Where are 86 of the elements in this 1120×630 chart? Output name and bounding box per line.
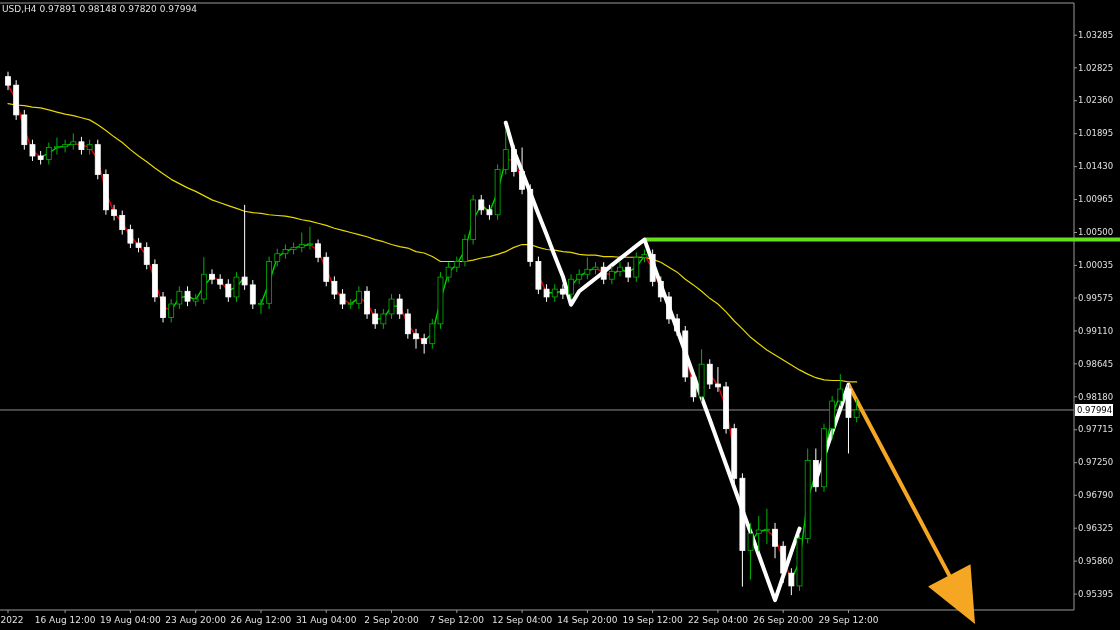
- y-tick-label: 0.99110: [1078, 325, 1114, 336]
- candlestick: [176, 285, 183, 310]
- candlestick: [249, 279, 256, 310]
- y-tick-label: 1.00035: [1078, 260, 1114, 271]
- candlestick: [429, 318, 436, 350]
- candlestick: [763, 508, 770, 545]
- y-tick-label: 0.95395: [1078, 588, 1114, 599]
- x-tick-label: 23 Aug 20:00: [165, 615, 227, 625]
- candlestick: [225, 278, 232, 303]
- candlestick: [755, 515, 762, 552]
- candlestick: [788, 567, 795, 596]
- x-tick-label: 26 Sep 20:00: [753, 615, 814, 625]
- candlestick: [45, 142, 52, 165]
- x-tick-label: 2022: [0, 615, 24, 625]
- candlestick: [617, 261, 623, 277]
- x-tick-label: 12 Sep 04:00: [492, 615, 553, 625]
- y-tick-label: 0.99575: [1078, 292, 1114, 303]
- candlestick: [62, 139, 69, 153]
- candlestick: [184, 285, 191, 307]
- candlestick: [298, 231, 305, 253]
- x-tick-label: 14 Sep 20:00: [557, 615, 618, 625]
- x-tick-label: 19 Sep 12:00: [622, 615, 683, 625]
- candlestick: [559, 283, 566, 300]
- y-tick-label: 1.01895: [1078, 128, 1114, 139]
- x-tick-label: 26 Aug 12:00: [230, 615, 292, 625]
- candlestick: [372, 308, 379, 330]
- y-tick-label: 0.98180: [1078, 391, 1114, 402]
- chart-title: USD,H4 0.97891 0.98148 0.97820 0.97994: [2, 4, 198, 14]
- candlestick: [478, 194, 485, 216]
- candlestick: [747, 522, 754, 581]
- y-tick-label: 0.98645: [1078, 358, 1114, 369]
- x-tick-label: 19 Aug 04:00: [100, 615, 162, 625]
- x-tick-label: 29 Sep 12:00: [818, 615, 879, 625]
- candlestick: [111, 204, 117, 221]
- candlestick: [396, 293, 403, 320]
- candlestick: [568, 273, 574, 300]
- ref-line-label: 0.97994: [1077, 404, 1113, 415]
- x-tick-label: 7 Sep 12:00: [429, 615, 485, 625]
- candlestick: [519, 146, 525, 195]
- candlestick: [625, 261, 632, 283]
- candlestick: [258, 298, 264, 315]
- candlestick: [364, 285, 370, 320]
- candlestick: [119, 210, 126, 236]
- candlestick: [502, 129, 509, 175]
- candlestick: [657, 275, 664, 303]
- x-tick-label: 31 Aug 04:00: [295, 615, 357, 625]
- candlestick: [5, 71, 11, 91]
- candlestick: [54, 137, 60, 156]
- candlestick: [421, 333, 428, 355]
- x-tick-label: 22 Sep 04:00: [687, 615, 749, 625]
- candlestick: [143, 241, 150, 270]
- candlestick: [241, 204, 248, 291]
- candlestick: [315, 239, 321, 263]
- y-tick-label: 0.95860: [1078, 555, 1114, 566]
- x-tick-label: 2 Sep 20:00: [364, 615, 419, 625]
- candlestick: [772, 522, 778, 559]
- candlestick: [666, 291, 672, 325]
- candlestick: [837, 373, 844, 407]
- candlestick: [209, 268, 215, 285]
- candlestick: [462, 234, 468, 267]
- candlestick: [715, 366, 721, 393]
- candlestick: [706, 358, 713, 390]
- candlestick: [168, 298, 175, 323]
- candlestick: [160, 291, 166, 323]
- candlestick: [355, 285, 362, 310]
- y-tick-label: 1.01430: [1078, 161, 1114, 172]
- candlestick: [307, 226, 313, 250]
- candlestick: [404, 308, 411, 340]
- candlestick: [413, 328, 419, 350]
- y-tick-label: 0.96790: [1078, 489, 1114, 500]
- y-tick-label: 0.97715: [1078, 424, 1114, 435]
- candlestick: [853, 398, 860, 423]
- y-tick-label: 1.02360: [1078, 95, 1114, 106]
- y-tick-label: 1.00500: [1078, 227, 1114, 238]
- y-tick-label: 0.97250: [1078, 457, 1114, 468]
- y-tick-label: 1.02825: [1078, 62, 1114, 73]
- candlestick: [633, 251, 640, 283]
- line-series: [7, 102, 858, 383]
- y-tick-label: 1.03285: [1078, 29, 1114, 40]
- y-tick-label: 1.00965: [1078, 194, 1114, 205]
- x-tick-label: 16 Aug 12:00: [34, 615, 96, 625]
- candlestick: [511, 144, 517, 178]
- y-tick-label: 0.96325: [1078, 522, 1114, 533]
- candlestick: [600, 261, 607, 285]
- candlestick: [233, 271, 240, 303]
- candlestick: [674, 313, 681, 337]
